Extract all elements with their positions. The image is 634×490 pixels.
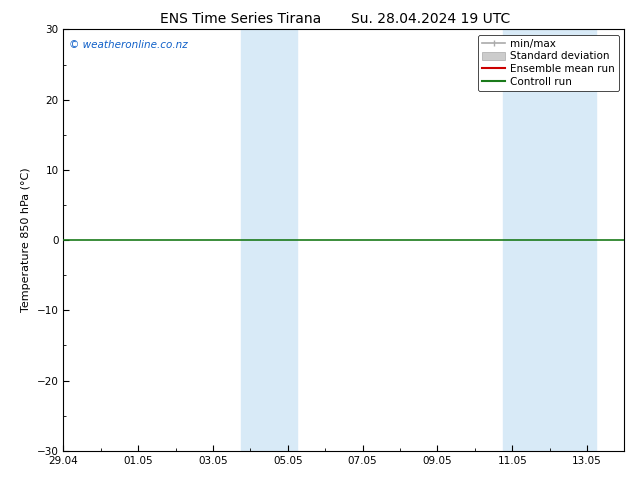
Text: © weatheronline.co.nz: © weatheronline.co.nz [69, 40, 188, 50]
Bar [241, 29, 297, 451]
Legend: min/max, Standard deviation, Ensemble mean run, Controll run: min/max, Standard deviation, Ensemble me… [478, 35, 619, 91]
Text: ENS Time Series Tirana: ENS Time Series Tirana [160, 12, 321, 26]
Text: Su. 28.04.2024 19 UTC: Su. 28.04.2024 19 UTC [351, 12, 511, 26]
Y-axis label: Temperature 850 hPa (°C): Temperature 850 hPa (°C) [21, 168, 31, 313]
Bar [503, 29, 597, 451]
